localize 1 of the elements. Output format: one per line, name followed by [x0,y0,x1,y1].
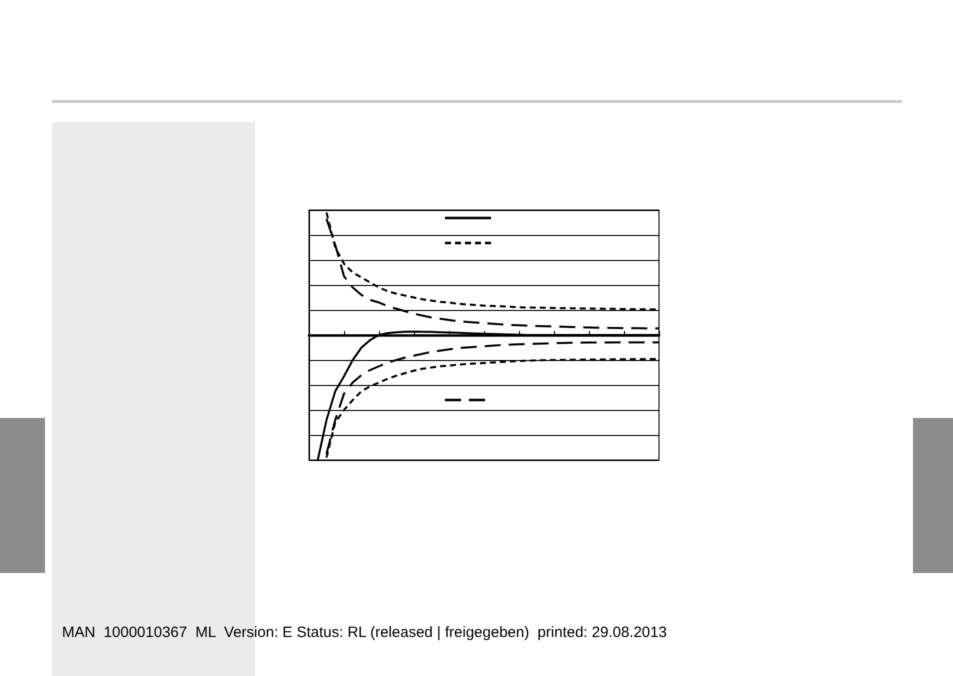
text: MAN 1000010367 ML Version: E Status: RL (released | freigegeben) printed: 29.08.2013 [62,624,667,641]
